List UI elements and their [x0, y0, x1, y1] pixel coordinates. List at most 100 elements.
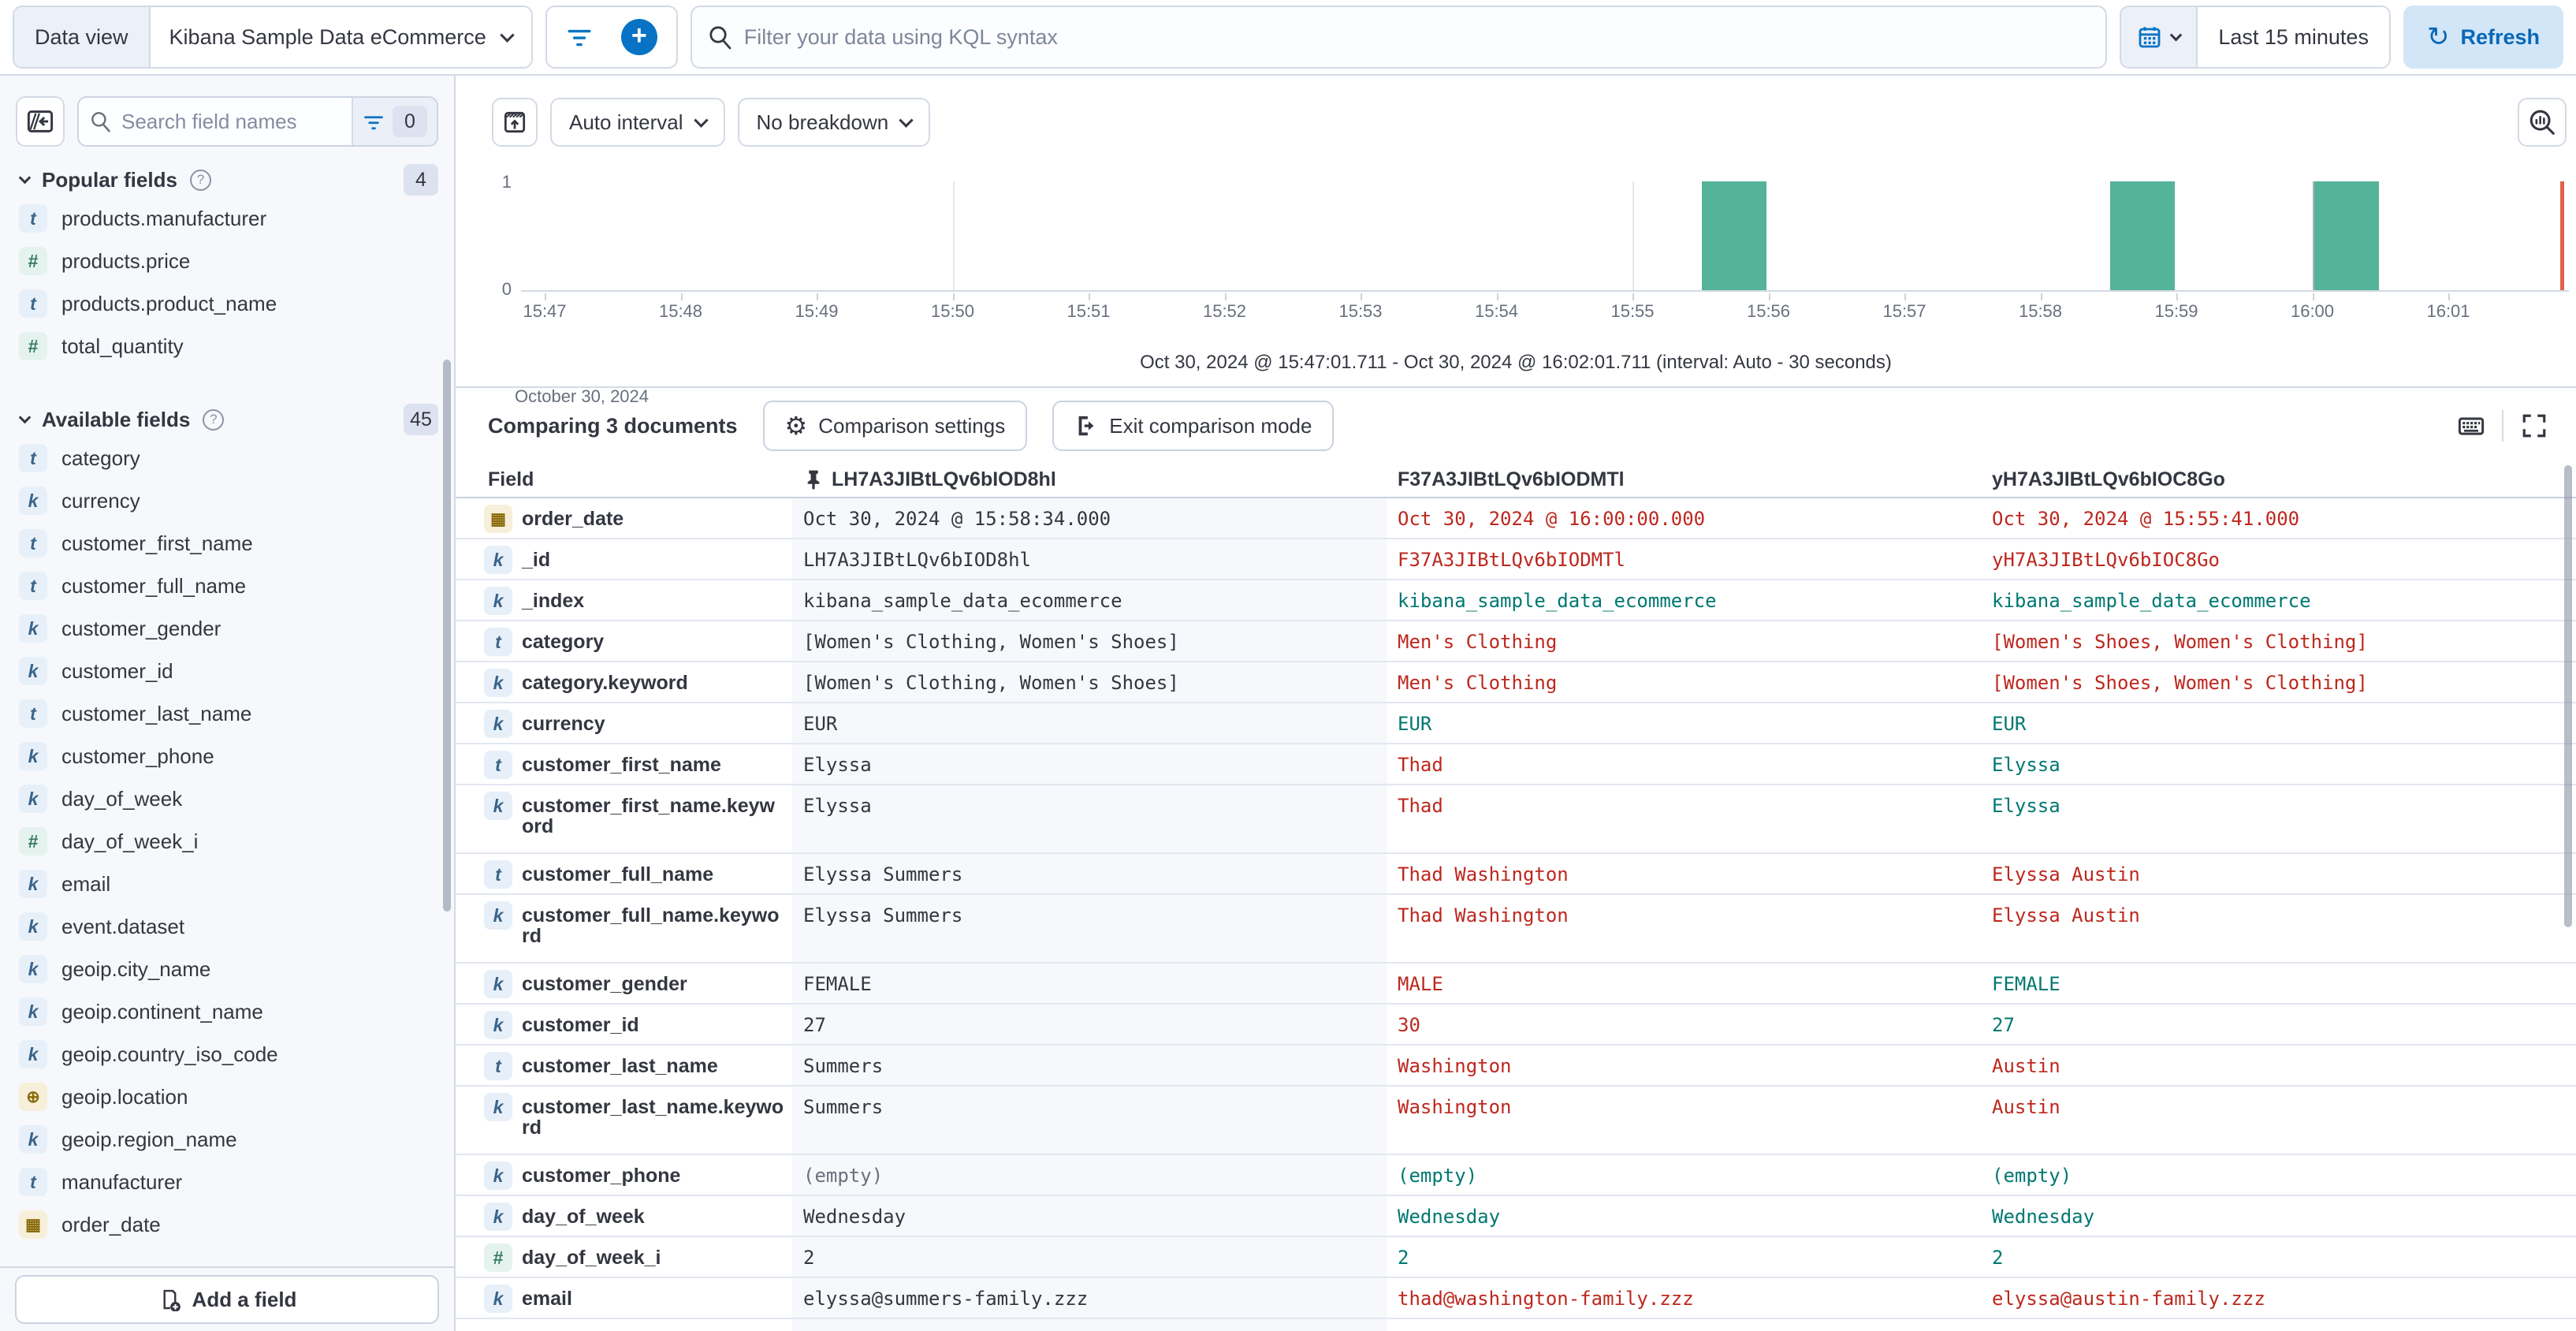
sidebar-field-item[interactable]: k email — [0, 863, 454, 905]
field-name: order_date — [61, 1212, 161, 1236]
x-axis-tick — [1768, 293, 1770, 300]
hide-chart-button[interactable] — [492, 98, 538, 147]
table-row: t customer_first_name Elyssa Thad Elyssa — [456, 744, 2576, 785]
add-control-button[interactable]: + — [620, 19, 657, 55]
sidebar-field-item[interactable]: # products.price — [0, 240, 454, 282]
comparison-value: MALE — [1398, 973, 1443, 995]
field-name: customer_full_name — [61, 573, 247, 598]
sidebar-field-item[interactable]: k customer_gender — [0, 607, 454, 650]
base-document-value: Wednesday — [792, 1196, 1387, 1236]
sidebar-field-item[interactable]: k currency — [0, 479, 454, 522]
comparison-value: Elyssa — [1992, 795, 2060, 817]
keyword-token-icon: k — [484, 792, 512, 820]
keyword-token-icon: k — [19, 657, 47, 685]
comparison-table: Field LH7A3JIBtLQv6bIOD8hl F37A3JIBtLQv6… — [456, 462, 2576, 1331]
sidebar-field-item[interactable]: t category — [0, 437, 454, 479]
sidebar-field-item[interactable]: t customer_full_name — [0, 565, 454, 607]
table-row-partial — [456, 1319, 2576, 1331]
sidebar-field-item[interactable]: t products.product_name — [0, 282, 454, 325]
interval-select[interactable]: Auto interval — [550, 98, 725, 147]
text-token-icon: t — [19, 1168, 47, 1196]
field-filters-button[interactable]: 0 — [352, 98, 437, 145]
histogram-bar[interactable] — [2314, 181, 2379, 290]
sidebar-field-item[interactable]: t customer_first_name — [0, 522, 454, 565]
field-name: customer_last_name — [61, 701, 252, 725]
comparison-value: Washington — [1398, 1055, 1512, 1077]
x-axis-tick-label: 15:54 — [1474, 301, 1519, 321]
comparison-value: F37A3JIBtLQv6bIODMTl — [1398, 549, 1625, 571]
field-name: _index — [522, 590, 585, 612]
geo-point-token-icon: ⊕ — [19, 1083, 47, 1111]
available-fields-section-header[interactable]: Available fields ? 45 — [0, 402, 454, 437]
sidebar-field-item[interactable]: k customer_phone — [0, 735, 454, 777]
x-axis-tick — [817, 293, 818, 300]
document-header: yH7A3JIBtLQv6bIOC8Go — [1992, 468, 2225, 490]
sidebar-field-item[interactable]: k customer_id — [0, 650, 454, 692]
keyboard-shortcuts-button[interactable] — [2448, 406, 2494, 446]
table-row: ▦ order_date Oct 30, 2024 @ 15:58:34.000… — [456, 498, 2576, 539]
x-axis-tick — [2040, 293, 2042, 300]
table-header-row: Field LH7A3JIBtLQv6bIOD8hl F37A3JIBtLQv6… — [456, 462, 2576, 498]
chart-collapse-icon — [504, 111, 526, 133]
keyword-token-icon: k — [484, 1011, 512, 1039]
sidebar-field-item[interactable]: # day_of_week_i — [0, 820, 454, 863]
field-name: products.manufacturer — [61, 206, 267, 230]
histogram-chart[interactable]: 1 0 — [502, 172, 2569, 299]
sidebar-field-item[interactable]: # total_quantity — [0, 325, 454, 367]
chevron-down-icon — [18, 171, 32, 184]
comparison-value: 30 — [1398, 1014, 1420, 1036]
sidebar-field-item[interactable]: k event.dataset — [0, 905, 454, 948]
popular-fields-section-header[interactable]: Popular fields ? 4 — [0, 162, 454, 197]
sidebar-field-item[interactable]: t products.manufacturer — [0, 197, 454, 240]
sidebar-field-item[interactable]: k geoip.region_name — [0, 1118, 454, 1161]
data-view-label: Data view — [14, 7, 151, 67]
date-picker-menu-button[interactable] — [2121, 7, 2198, 67]
comparison-value: Thad — [1398, 754, 1443, 776]
histogram-bar[interactable] — [1702, 181, 1767, 290]
filter-icon — [364, 116, 383, 130]
comparison-value: Thad — [1398, 795, 1443, 817]
add-field-button[interactable]: Add a field — [15, 1275, 439, 1324]
sidebar-field-item[interactable]: k geoip.continent_name — [0, 990, 454, 1033]
x-axis-tick-label: 15:53 — [1338, 301, 1383, 321]
edit-visualization-button[interactable] — [2518, 98, 2567, 147]
table-row: k customer_last_name.keyword Summers Was… — [456, 1087, 2576, 1155]
table-row: k _index kibana_sample_data_ecommerce ki… — [456, 580, 2576, 621]
sidebar-field-item[interactable]: k geoip.city_name — [0, 948, 454, 990]
sidebar-field-item[interactable]: ▦ order_date — [0, 1203, 454, 1246]
sidebar-field-item[interactable]: k day_of_week — [0, 777, 454, 820]
x-axis-tick — [680, 293, 683, 300]
table-scrollbar[interactable] — [2564, 465, 2572, 927]
number-token-icon: # — [19, 247, 47, 275]
table-row: k category.keyword [Women's Clothing, Wo… — [456, 662, 2576, 703]
sidebar-field-item[interactable]: t customer_last_name — [0, 692, 454, 735]
kql-query-input[interactable] — [743, 7, 2106, 67]
sidebar-field-item[interactable]: k geoip.country_iso_code — [0, 1033, 454, 1076]
exit-comparison-button[interactable]: Exit comparison mode — [1052, 401, 1335, 451]
fields-sidebar: 0 Popular fields ? 4 t products.manufact… — [0, 76, 456, 1331]
field-search-input[interactable] — [112, 109, 352, 134]
fullscreen-button[interactable] — [2511, 406, 2557, 446]
field-name: customer_id — [61, 658, 173, 683]
data-view-select[interactable]: Kibana Sample Data eCommerce — [150, 7, 531, 67]
time-range-button[interactable]: Last 15 minutes — [2198, 7, 2389, 67]
keyword-token-icon: k — [19, 742, 47, 770]
add-filter-button[interactable] — [566, 24, 593, 50]
number-token-icon: # — [484, 1243, 512, 1272]
collapse-sidebar-button[interactable] — [16, 96, 65, 147]
histogram-bar[interactable] — [2109, 181, 2175, 290]
comparison-settings-button[interactable]: ⚙ Comparison settings — [762, 401, 1028, 451]
data-view-value: Kibana Sample Data eCommerce — [169, 24, 486, 49]
sidebar-field-item[interactable]: t manufacturer — [0, 1161, 454, 1203]
refresh-button[interactable]: ↻ Refresh — [2403, 6, 2563, 69]
sidebar-scrollbar[interactable] — [443, 360, 451, 912]
collapse-panel-icon — [27, 110, 54, 132]
breakdown-select[interactable]: No breakdown — [737, 98, 931, 147]
field-name: category — [522, 631, 605, 653]
available-fields-list: t category k currency t customer_first_n… — [0, 437, 454, 1246]
sidebar-field-item[interactable]: ⊕ geoip.location — [0, 1076, 454, 1118]
table-row: t category [Women's Clothing, Women's Sh… — [456, 621, 2576, 662]
top-navigation-bar: Data view Kibana Sample Data eCommerce +… — [0, 0, 2576, 76]
search-icon — [91, 112, 110, 132]
number-token-icon: # — [19, 827, 47, 856]
